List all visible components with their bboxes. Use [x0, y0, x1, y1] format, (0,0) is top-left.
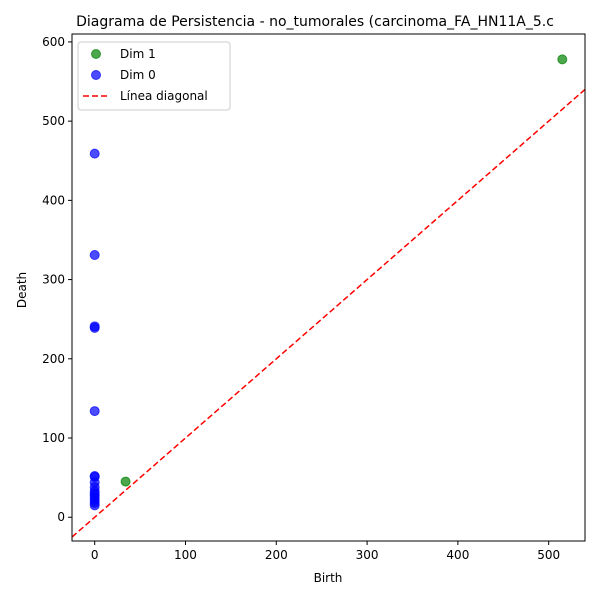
- legend-marker: [91, 49, 101, 59]
- legend-label: Dim 0: [120, 68, 156, 82]
- y-axis: 0 100 200 300 400 500 600: [42, 35, 72, 524]
- x-tick-label: 300: [356, 548, 379, 562]
- series-dim-1: [120, 54, 568, 487]
- legend: Dim 1 Dim 0 Línea diagonal: [77, 41, 231, 111]
- y-tick-label: 400: [42, 193, 65, 207]
- legend-label: Línea diagonal: [120, 89, 208, 103]
- x-tick-label: 0: [91, 548, 99, 562]
- y-tick-label: 0: [57, 510, 65, 524]
- diagonal-line: [72, 88, 585, 538]
- y-tick-label: 500: [42, 114, 65, 128]
- x-tick-label: 500: [537, 548, 560, 562]
- x-axis-label: Birth: [314, 571, 343, 585]
- y-tick-label: 300: [42, 273, 65, 287]
- legend-box: [77, 41, 231, 111]
- data-point: [89, 406, 100, 417]
- plot-frame: [71, 33, 586, 542]
- x-tick-label: 100: [174, 548, 197, 562]
- data-point: [557, 54, 568, 65]
- legend-label: Dim 1: [120, 47, 156, 61]
- data-point: [120, 476, 131, 487]
- y-tick-label: 600: [42, 35, 65, 49]
- y-axis-label: Death: [15, 272, 29, 308]
- x-tick-label: 200: [265, 548, 288, 562]
- x-tick-label: 400: [446, 548, 469, 562]
- data-point: [89, 322, 100, 333]
- data-point: [89, 148, 100, 159]
- y-tick-label: 200: [42, 352, 65, 366]
- data-point: [89, 250, 100, 261]
- series-dim-0: [89, 148, 100, 511]
- legend-marker: [91, 70, 101, 80]
- data-point: [89, 500, 100, 511]
- chart-title: Diagrama de Persistencia - no_tumorales …: [76, 14, 554, 30]
- y-tick-label: 100: [42, 431, 65, 445]
- x-axis: 0 100 200 300 400 500: [91, 541, 560, 562]
